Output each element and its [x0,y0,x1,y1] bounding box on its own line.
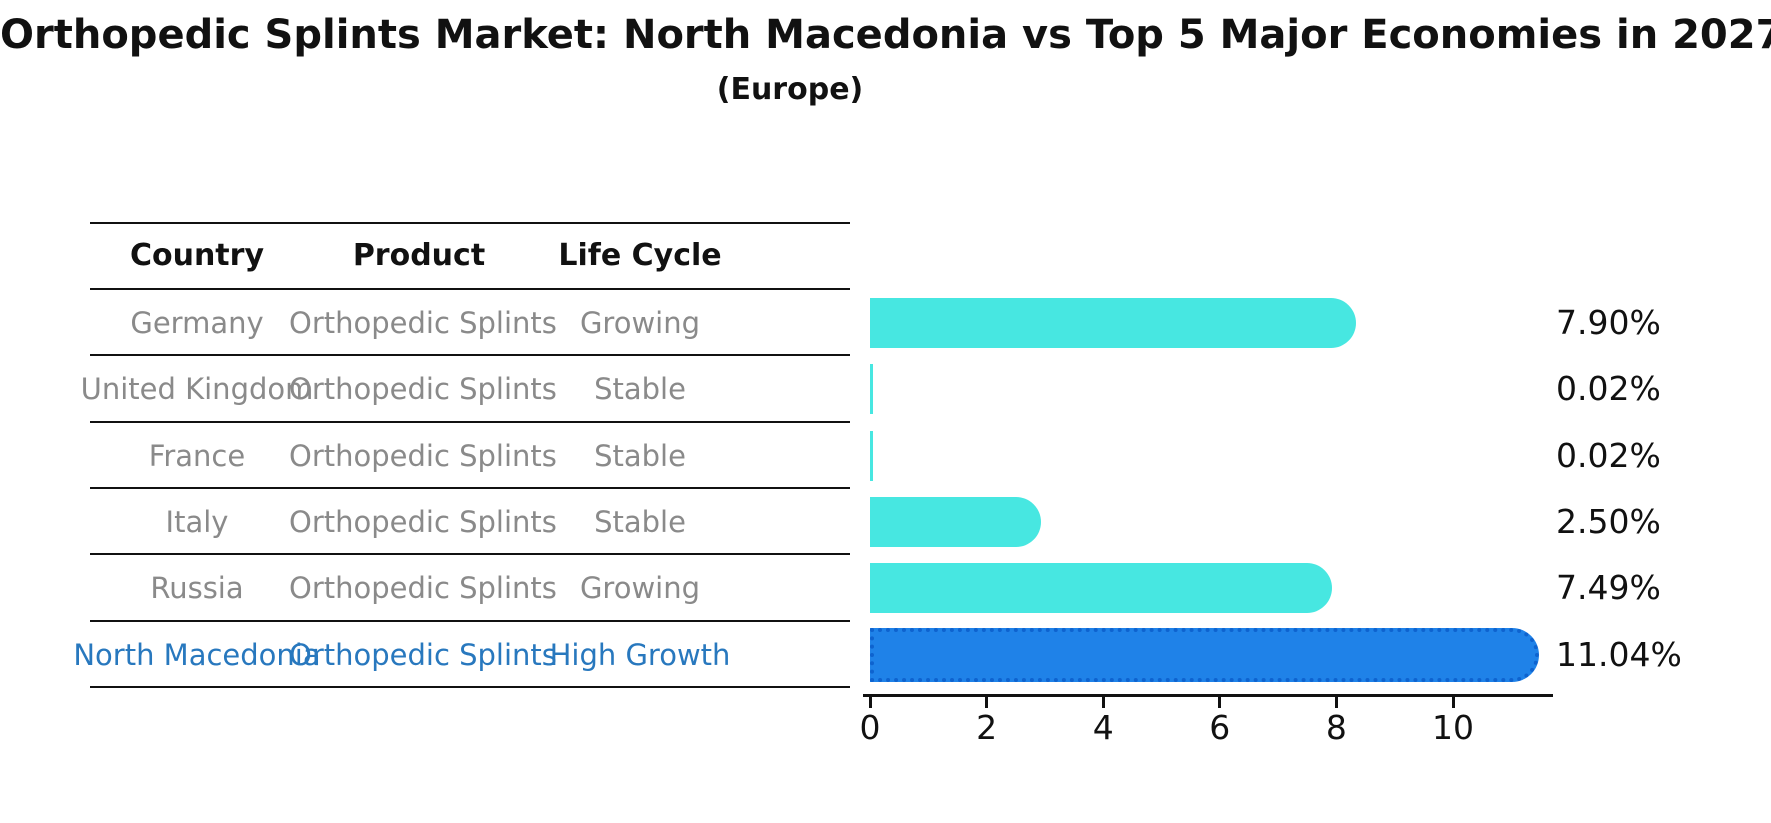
axis-tick [1451,696,1455,708]
table-cell-life-cycle: Stable [594,438,686,473]
bar-france [870,430,873,481]
x-axis-line [863,694,1553,697]
value-label: 7.49% [1556,568,1661,608]
bar-north-macedonia [870,627,1539,682]
table-cell-product: Orthopedic Splints [289,504,557,539]
bar-germany [870,297,1356,348]
table-cell-product: Orthopedic Splints [289,305,557,340]
chart-subtitle: (Europe) [716,72,864,107]
chart-title: Orthopedic Splints Market: North Macedon… [0,12,1771,58]
table-line [90,685,850,688]
table-header-country: Country [129,238,265,273]
table-cell-country: France [148,438,246,473]
bar-russia [870,563,1332,614]
axis-tick [1218,696,1222,708]
axis-tick-label: 10 [1432,708,1474,747]
axis-tick-label: 8 [1325,708,1347,747]
value-label: 2.50% [1556,501,1661,541]
axis-tick [985,696,989,708]
axis-tick-label: 4 [1092,708,1114,747]
bar-united-kingdom [870,364,873,415]
table-header-product: Product [352,238,486,273]
table-line [90,553,850,556]
axis-tick-label: 0 [859,708,881,747]
axis-tick [1334,696,1338,708]
table-cell-product: Orthopedic Splints [289,571,557,606]
value-label: 7.90% [1556,302,1661,342]
axis-tick-label: 2 [976,708,998,747]
table-cell-country: United Kingdom [80,372,314,407]
table-line [90,619,850,622]
value-label: 0.02% [1556,369,1661,409]
table-header-life-cycle: Life Cycle [558,238,722,273]
bar-italy [870,496,1041,547]
axis-tick [1101,696,1105,708]
table-cell-country: North Macedonia [73,637,321,672]
table-line [90,354,850,357]
table-cell-product: Orthopedic Splints [289,372,557,407]
table-cell-product: Orthopedic Splints [289,637,557,672]
table-cell-country: Italy [165,504,229,539]
table-cell-product: Orthopedic Splints [289,438,557,473]
table-line [90,486,850,489]
table-line [90,287,850,290]
table-line [90,420,850,423]
axis-tick [868,696,872,708]
table-cell-life-cycle: Stable [594,372,686,407]
table-cell-country: Germany [130,305,264,340]
axis-tick-label: 6 [1209,708,1231,747]
table-cell-life-cycle: High Growth [549,637,731,672]
table-cell-life-cycle: Stable [594,504,686,539]
table-cell-life-cycle: Growing [579,571,701,606]
table-line [90,221,850,224]
value-label: 0.02% [1556,435,1661,475]
table-cell-life-cycle: Growing [579,305,701,340]
table-cell-country: Russia [150,571,244,606]
value-label: 11.04% [1556,634,1682,674]
